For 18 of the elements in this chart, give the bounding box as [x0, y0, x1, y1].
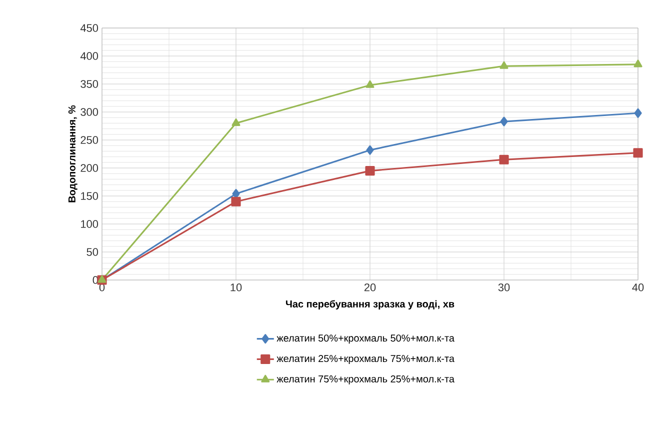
x-tick-label: 40	[632, 284, 644, 292]
legend-label: желатин 50%+крохмаль 50%+мол.к-та	[276, 334, 454, 344]
y-tick-label: 250	[80, 136, 98, 144]
y-tick-label: 300	[80, 108, 98, 116]
y-tick-label: 50	[86, 248, 98, 256]
x-axis-title: Час перебування зразка у воді, хв	[286, 300, 454, 310]
legend-label: желатин 75%+крохмаль 25%+мол.к-та	[276, 375, 454, 384]
y-tick-label: 400	[80, 52, 98, 60]
y-axis-title: Водопоглинання, %	[68, 105, 78, 202]
y-tick-label: 350	[80, 80, 98, 88]
y-tick-label: 200	[80, 164, 98, 172]
x-tick-label: 30	[498, 284, 510, 292]
y-tick-label: 150	[81, 192, 98, 200]
y-tick-label: 100	[81, 220, 98, 228]
x-tick-label: 10	[230, 284, 242, 292]
legend-label: желатин 25%+крохмаль 75%+мол.к-та	[276, 354, 454, 364]
y-tick-label: 450	[80, 24, 98, 32]
x-tick-label: 20	[364, 284, 376, 292]
